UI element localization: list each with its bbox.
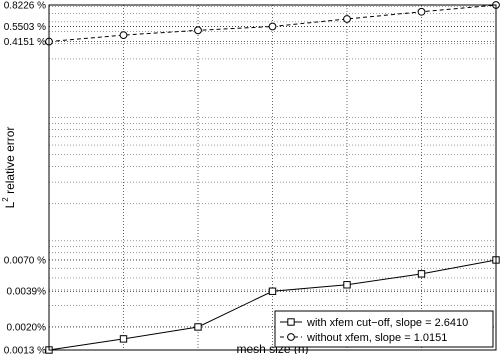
y-axis-label-superscript: 2	[1, 197, 10, 202]
y-tick-label: 0.5503 %	[4, 22, 46, 33]
data-point-square	[194, 323, 202, 331]
legend: with xfem cut−off, slope = 2.6410 without…	[274, 310, 494, 348]
grid-lines	[48, 4, 497, 351]
data-point-square	[417, 270, 426, 278]
y-tick-label: 0.0013 %	[4, 346, 46, 355]
y-axis-label-prefix: L	[3, 201, 17, 208]
legend-label: without xfem, slope = 1.0151	[306, 332, 447, 344]
y-tick-label: 0.8226 %	[4, 1, 46, 12]
legend-entry: with xfem cut−off, slope = 2.6410	[280, 317, 468, 329]
series-group	[45, 1, 500, 354]
y-tick-label: 0.0070 %	[4, 255, 46, 266]
data-point-circle	[119, 31, 128, 39]
data-point-square	[119, 335, 128, 343]
legend-box	[274, 310, 494, 348]
plot-frame	[48, 4, 497, 351]
data-point-circle	[417, 7, 426, 16]
y-tick-label: 0.4151 %	[4, 37, 46, 48]
data-point-circle	[343, 15, 351, 23]
data-point-square	[268, 287, 277, 295]
y-axis-label: L2 relative error	[1, 127, 17, 209]
y-tick-label: 0.0020%	[7, 322, 47, 333]
data-point-square	[343, 281, 351, 289]
legend-label: with xfem cut−off, slope = 2.6410	[306, 317, 468, 329]
y-axis-label-suffix: relative error	[3, 127, 17, 198]
legend-entry: without xfem, slope = 1.0151	[280, 332, 447, 344]
data-point-circle	[194, 26, 202, 35]
data-point-circle	[268, 22, 277, 31]
y-axis-ticks: 0.0013 % 0.0020% 0.0039% 0.0070 % 0.4151 % 0.…	[4, 1, 47, 357]
series-2	[45, 1, 500, 46]
y-tick-label: 0.0039%	[7, 287, 47, 298]
data-point-square	[287, 318, 295, 326]
data-point-circle	[287, 333, 295, 341]
